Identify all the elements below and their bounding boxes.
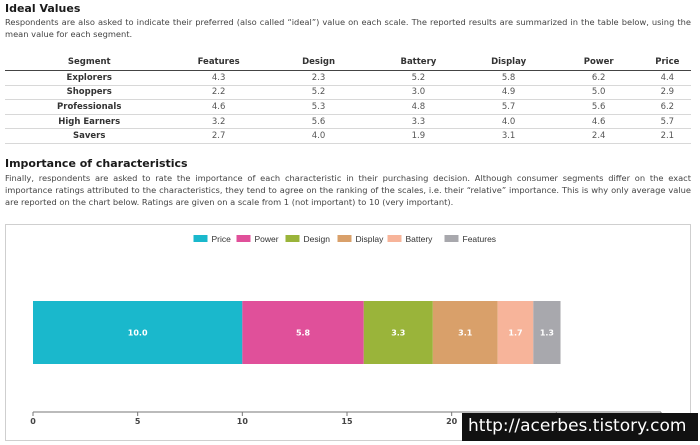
table-cell: 4.9 — [463, 85, 554, 101]
legend-label-display: Display — [356, 234, 385, 244]
bar-label-power: 5.8 — [296, 329, 311, 338]
table-cell: 2.1 — [643, 128, 691, 144]
legend-label-power: Power — [255, 234, 279, 244]
bar-segment-price — [33, 301, 243, 364]
table-cell: 4.8 — [373, 99, 464, 115]
importance-chart: Price Power Design Display Battery Features 10… — [5, 224, 691, 441]
table-header-row: Segment Features Design Battery Display Power… — [5, 54, 691, 71]
table-cell: 5.0 — [553, 85, 644, 101]
bar-segment-battery — [497, 301, 534, 364]
table-cell: 3.3 — [373, 114, 464, 130]
legend-label-design: Design — [304, 234, 331, 244]
table-cell: 4.3 — [173, 70, 264, 86]
bar-label-battery: 1.7 — [508, 329, 522, 338]
legend-swatch-power — [236, 235, 251, 242]
table-cell: 4.6 — [173, 99, 264, 115]
legend-swatch-design — [285, 235, 300, 242]
legend-swatch-battery — [387, 235, 402, 242]
table-row: Savers 2.7 4.0 1.9 3.1 2.4 2.1 — [5, 128, 691, 144]
table-cell: 4.0 — [263, 128, 374, 144]
bar-segment-design — [363, 301, 433, 364]
ideal-values-description: Respondents are also asked to indicate t… — [5, 17, 691, 39]
x-tick-label: 0 — [30, 417, 36, 426]
table-cell: 6.2 — [553, 70, 644, 86]
bar-label-price: 10.0 — [128, 329, 148, 338]
ideal-values-table: Segment Features Design Battery Display Power… — [5, 54, 691, 144]
table-cell: 5.6 — [553, 99, 644, 115]
bar-label-features: 1.3 — [540, 329, 554, 338]
importance-stacked-bar-chart: Price Power Design Display Battery Features 10… — [30, 234, 667, 426]
table-cell: 3.2 — [173, 114, 264, 130]
table-cell: 5.2 — [263, 85, 374, 101]
table-cell: 6.2 — [643, 99, 691, 115]
legend-swatch-features — [444, 235, 459, 242]
x-tick-label: 5 — [135, 417, 141, 426]
watermark-text: http://acerbes.tistory.com — [468, 416, 687, 436]
importance-heading: Importance of characteristics — [5, 157, 188, 170]
table-cell: 3.0 — [373, 85, 464, 101]
table-cell: 4.0 — [463, 114, 554, 130]
importance-description: Finally, respondents are asked to rate t… — [5, 173, 691, 207]
segment-name-cell: High Earners — [5, 114, 174, 130]
column-header-power: Power — [553, 54, 644, 71]
watermark: http://acerbes.tistory.com — [462, 413, 698, 441]
table-cell: 2.9 — [643, 85, 691, 101]
table-row: Explorers 4.3 2.3 5.2 5.8 6.2 4.4 — [5, 70, 691, 86]
table-cell: 2.3 — [263, 70, 374, 86]
table-cell: 3.1 — [463, 128, 554, 144]
table-row: Professionals 4.6 5.3 4.8 5.7 5.6 6.2 — [5, 99, 691, 115]
bar-segment-features — [533, 301, 561, 364]
legend-label-price: Price — [212, 234, 232, 244]
legend-label-features: Features — [463, 234, 497, 244]
x-tick-label: 10 — [237, 417, 249, 426]
table-cell: 5.7 — [643, 114, 691, 130]
column-header-features: Features — [173, 54, 264, 71]
bar-segment-display — [432, 301, 498, 364]
segment-name-cell: Savers — [5, 128, 174, 144]
bar-segment-power — [242, 301, 364, 364]
legend-swatch-display — [337, 235, 352, 242]
legend-label-battery: Battery — [406, 234, 434, 244]
table-cell: 1.9 — [373, 128, 464, 144]
bar-label-design: 3.3 — [391, 329, 405, 338]
table-cell: 2.7 — [173, 128, 264, 144]
bar-label-display: 3.1 — [458, 329, 473, 338]
column-header-price: Price — [643, 54, 691, 71]
x-tick-label: 20 — [446, 417, 458, 426]
ideal-values-heading: Ideal Values — [5, 2, 81, 15]
table-cell: 5.7 — [463, 99, 554, 115]
segment-name-cell: Professionals — [5, 99, 174, 115]
column-header-display: Display — [463, 54, 554, 71]
column-header-battery: Battery — [373, 54, 464, 71]
table-cell: 4.4 — [643, 70, 691, 86]
table-cell: 5.8 — [463, 70, 554, 86]
column-header-segment: Segment — [5, 54, 174, 71]
column-header-design: Design — [263, 54, 374, 71]
table-cell: 5.2 — [373, 70, 464, 86]
table-cell: 2.4 — [553, 128, 644, 144]
table-cell: 2.2 — [173, 85, 264, 101]
table-cell: 4.6 — [553, 114, 644, 130]
segment-name-cell: Explorers — [5, 70, 174, 86]
table-row: High Earners 3.2 5.6 3.3 4.0 4.6 5.7 — [5, 114, 691, 130]
x-tick-label: 15 — [341, 417, 353, 426]
segment-name-cell: Shoppers — [5, 85, 174, 101]
table-cell: 5.3 — [263, 99, 374, 115]
table-row: Shoppers 2.2 5.2 3.0 4.9 5.0 2.9 — [5, 85, 691, 101]
legend-swatch-price — [193, 235, 208, 242]
table-cell: 5.6 — [263, 114, 374, 130]
